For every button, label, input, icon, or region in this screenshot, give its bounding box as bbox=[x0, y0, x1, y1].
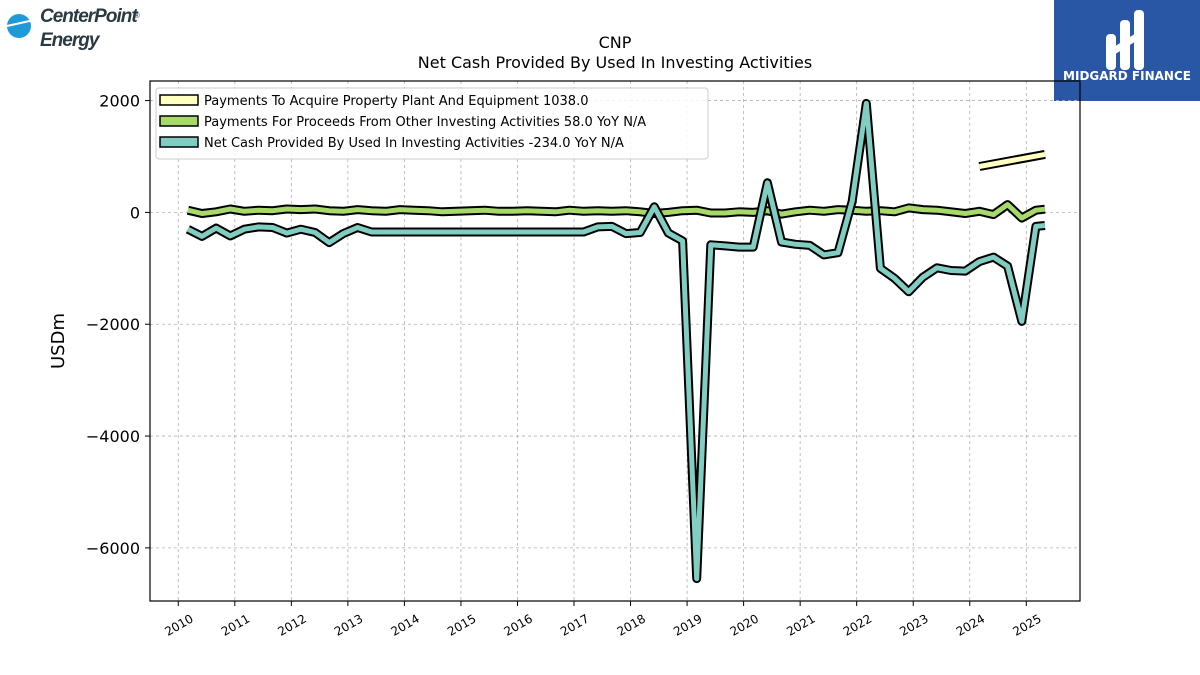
series-1 bbox=[186, 200, 1046, 223]
legend-label: Payments To Acquire Property Plant And E… bbox=[204, 94, 588, 109]
legend-item: Payments To Acquire Property Plant And E… bbox=[159, 94, 588, 109]
x-tick-label: 2023 bbox=[897, 611, 930, 638]
chart-subtitle: Net Cash Provided By Used In Investing A… bbox=[418, 53, 812, 72]
x-tick-label: 2015 bbox=[445, 611, 478, 638]
legend-box bbox=[155, 87, 709, 160]
legend-swatch bbox=[159, 94, 199, 106]
x-tick-label: 2019 bbox=[671, 611, 704, 638]
x-tick-label: 2022 bbox=[841, 611, 874, 638]
midgard-logo-svg: MIDGARD FINANCE bbox=[1063, 10, 1191, 83]
axes: 2010 2011 2012 2013 2014 2015 2016 2017 2018 2019… bbox=[86, 92, 1044, 639]
y-tick-label: −4000 bbox=[86, 427, 140, 446]
legend: Payments To Acquire Property Plant And E… bbox=[155, 87, 709, 160]
midgard-mark-icon bbox=[1106, 10, 1144, 70]
series-lines bbox=[185, 98, 1046, 584]
series-line bbox=[978, 151, 1046, 169]
brand-left-line2: Energy bbox=[40, 30, 101, 51]
plot-frame bbox=[149, 80, 1081, 602]
x-tick-label: 2021 bbox=[784, 611, 817, 638]
chart-title: CNP bbox=[599, 33, 632, 52]
brand-right-name: MIDGARD FINANCE bbox=[1063, 69, 1191, 83]
y-tick-label: −2000 bbox=[86, 315, 140, 334]
centerpoint-globe-icon bbox=[6, 14, 53, 38]
legend-swatch bbox=[159, 136, 199, 148]
x-tick-label: 2016 bbox=[502, 611, 535, 638]
series-line bbox=[186, 100, 1046, 582]
series-0 bbox=[978, 149, 1046, 171]
y-axis-label: USDm bbox=[48, 313, 69, 369]
grid bbox=[150, 81, 1080, 601]
series-line bbox=[187, 202, 1046, 221]
legend-label: Net Cash Provided By Used In Investing A… bbox=[204, 136, 624, 151]
x-tick-label: 2014 bbox=[388, 611, 421, 638]
y-tick-label: 0 bbox=[130, 203, 140, 222]
y-tick-label: −6000 bbox=[86, 539, 140, 558]
legend-item: Payments For Proceeds From Other Investi… bbox=[159, 115, 646, 130]
legend-label: Payments For Proceeds From Other Investi… bbox=[204, 115, 646, 130]
x-tick-label: 2013 bbox=[332, 611, 365, 638]
series-2 bbox=[185, 98, 1046, 584]
centerpoint-energy-logo: CenterPoint ® Energy bbox=[6, 4, 146, 54]
legend-item: Net Cash Provided By Used In Investing A… bbox=[159, 136, 624, 151]
x-tick-label: 2025 bbox=[1010, 611, 1043, 638]
brand-left-line1: CenterPoint bbox=[40, 6, 138, 27]
x-tick-label: 2010 bbox=[162, 611, 195, 638]
x-tick-label: 2012 bbox=[275, 611, 308, 638]
x-tick-label: 2024 bbox=[954, 611, 987, 638]
x-tick-label: 2018 bbox=[615, 611, 648, 638]
y-tick-label: 2000 bbox=[99, 92, 140, 111]
series-line-outline bbox=[185, 98, 1046, 584]
brand-left-reg-mark: ® bbox=[134, 11, 140, 20]
x-tick-label: 2020 bbox=[728, 611, 761, 638]
x-tick-label: 2011 bbox=[219, 611, 252, 638]
midgard-finance-logo: MIDGARD FINANCE bbox=[1054, 0, 1200, 101]
legend-swatch bbox=[159, 115, 199, 127]
x-tick-label: 2017 bbox=[558, 611, 591, 638]
centerpoint-logo-svg: CenterPoint ® Energy bbox=[6, 6, 140, 51]
